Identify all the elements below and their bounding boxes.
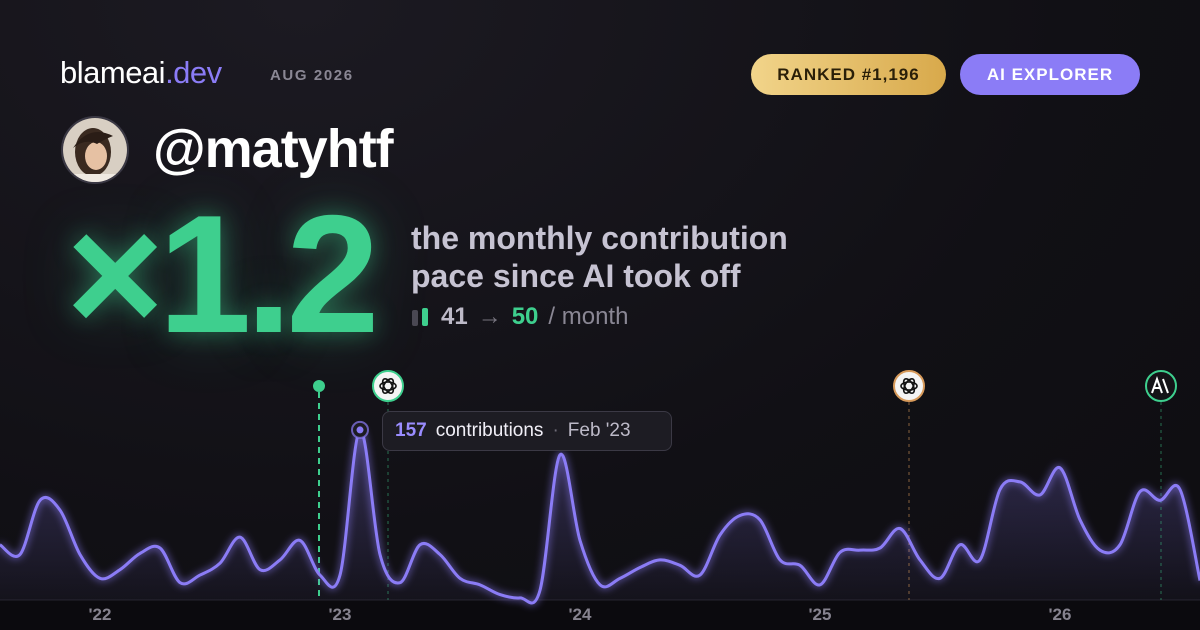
x-tick-label: '23 <box>329 605 352 624</box>
line <box>0 428 1200 605</box>
event-icon <box>893 370 925 402</box>
report-date: AUG 2026 <box>270 67 354 84</box>
event-dot <box>313 380 325 392</box>
avatar <box>61 116 129 184</box>
avatar-image <box>63 118 127 182</box>
axis-band <box>0 600 1200 630</box>
tooltip-date: Feb '23 <box>567 420 631 441</box>
pace-arrow: → <box>477 303 502 330</box>
event-icon <box>1145 370 1177 402</box>
tooltip-separator: · <box>552 420 559 441</box>
tier-badge: AI EXPLORER <box>960 54 1140 95</box>
tooltip-value: 157 <box>395 420 427 441</box>
pace-after: 50 <box>511 303 539 330</box>
description-line: pace since AI took off <box>411 258 741 294</box>
openai-logo <box>379 377 397 395</box>
highlight-dot <box>356 426 364 434</box>
tooltip: 157 contributions · Feb '23 <box>382 411 672 451</box>
brand: blameai.dev <box>60 55 222 91</box>
x-tick-label: '26 <box>1049 605 1072 624</box>
openai-logo <box>900 377 918 395</box>
description-line: the monthly contribution <box>411 220 788 256</box>
tooltip-label: contributions <box>435 420 544 441</box>
pace-stats: 41 → 50 / month <box>411 303 628 331</box>
rank-badge: RANKED #1,196 <box>751 54 946 95</box>
x-tick-label: '24 <box>569 605 592 624</box>
area <box>0 429 1200 604</box>
pace-icon <box>412 308 428 326</box>
handle: @matyhtf <box>153 119 394 179</box>
brand-tld: .dev <box>165 55 222 90</box>
brand-name: blameai <box>60 55 166 90</box>
multiplier: ×1.2 <box>66 180 380 368</box>
x-tick-label: '25 <box>809 605 832 624</box>
event-icon <box>372 370 404 402</box>
anthropic-logo <box>1151 376 1169 394</box>
pace-unit: / month <box>548 303 629 330</box>
x-tick-label: '22 <box>89 605 112 624</box>
pace-before: 41 <box>441 303 468 330</box>
